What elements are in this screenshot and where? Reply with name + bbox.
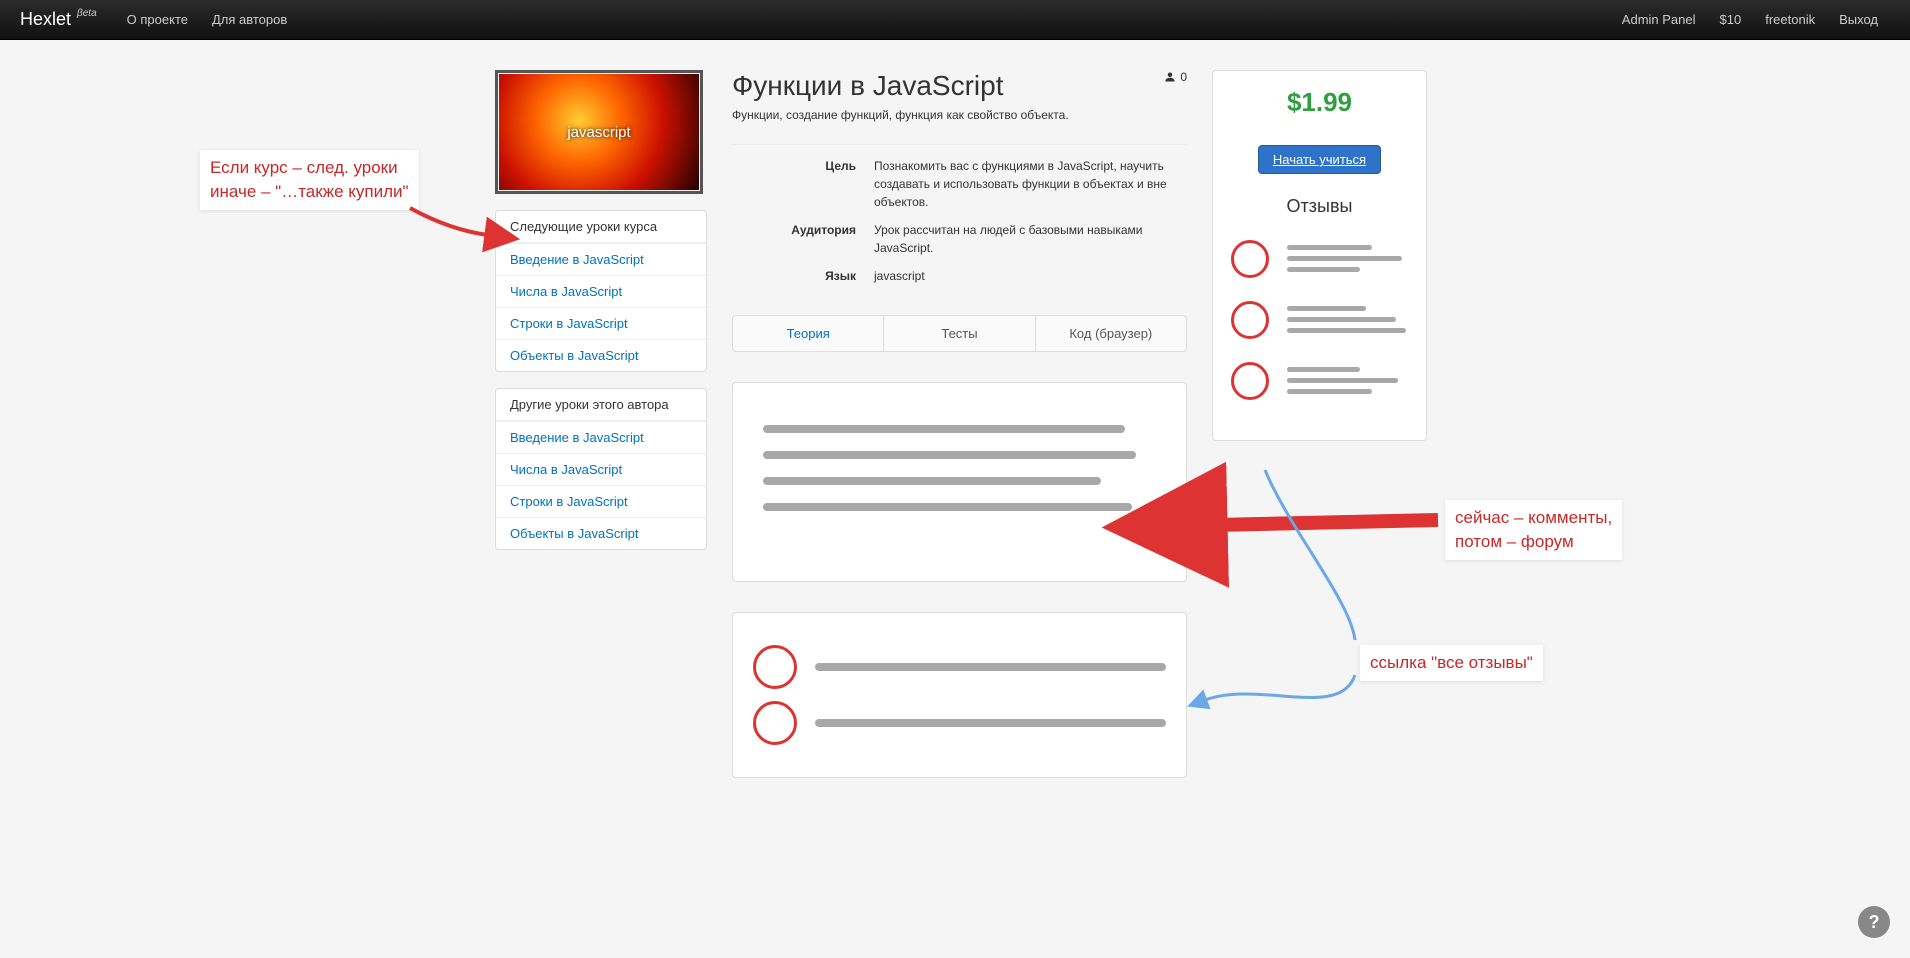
start-button[interactable]: Начать учиться (1258, 145, 1381, 174)
brand[interactable]: Hexlet (20, 9, 77, 30)
next-lessons-panel: Следующие уроки курса Введение в JavaScr… (495, 210, 707, 372)
review-row (1231, 361, 1408, 400)
placeholder-line (763, 477, 1101, 485)
avatar-placeholder (1231, 301, 1269, 339)
lesson-link[interactable]: Объекты в JavaScript (510, 526, 638, 541)
meta-audience-key: Аудитория (732, 221, 874, 257)
right-column: $1.99 Начать учиться Отзывы (1212, 70, 1427, 441)
left-column: javascript Следующие уроки курса Введени… (495, 70, 707, 550)
nav-about[interactable]: О проекте (115, 12, 200, 27)
student-count: 0 (1164, 70, 1187, 84)
avatar-placeholder (753, 645, 797, 689)
review-row (1231, 300, 1408, 339)
tabs: Теория Тесты Код (браузер) (732, 315, 1187, 352)
comment-row (753, 645, 1166, 689)
avatar-placeholder (1231, 362, 1269, 400)
placeholder-line (763, 451, 1136, 459)
meta-audience-val: Урок рассчитан на людей с базовыми навык… (874, 221, 1187, 257)
lesson-link[interactable]: Строки в JavaScript (510, 494, 628, 509)
price-card: $1.99 Начать учиться Отзывы (1212, 70, 1427, 441)
avatar-placeholder (753, 701, 797, 745)
annotation-all-reviews: ссылка "все отзывы" (1360, 645, 1543, 681)
nav-authors[interactable]: Для авторов (200, 12, 299, 27)
placeholder-line (815, 663, 1166, 671)
lesson-link[interactable]: Введение в JavaScript (510, 252, 644, 267)
nav-logout[interactable]: Выход (1827, 12, 1890, 27)
tab-code[interactable]: Код (браузер) (1036, 316, 1186, 351)
price: $1.99 (1231, 89, 1408, 115)
course-thumbnail: javascript (495, 70, 703, 194)
nav-admin[interactable]: Admin Panel (1610, 12, 1708, 27)
nav-user[interactable]: freetonik (1753, 12, 1827, 27)
thumbnail-label: javascript (499, 74, 699, 190)
placeholder-line (763, 503, 1132, 511)
annotation-next-lessons: Если курс – след. уроки иначе – "…также … (200, 150, 419, 210)
meta-goal-key: Цель (732, 157, 874, 211)
reviews-heading: Отзывы (1231, 196, 1408, 217)
meta-lang-val: javascript (874, 267, 1187, 285)
author-lessons-panel: Другие уроки этого автора Введение в Jav… (495, 388, 707, 550)
nav-balance[interactable]: $10 (1708, 12, 1754, 27)
comment-row (753, 701, 1166, 745)
theory-content (732, 382, 1187, 582)
comments-block (732, 612, 1187, 778)
meta-block: Цель Познакомить вас с функциями в JavaS… (732, 144, 1187, 285)
tab-theory[interactable]: Теория (733, 316, 884, 351)
student-number: 0 (1180, 70, 1187, 84)
meta-lang-key: Язык (732, 267, 874, 285)
beta-tag: βeta (77, 8, 97, 19)
page: javascript Следующие уроки курса Введени… (180, 40, 1730, 70)
tab-tests[interactable]: Тесты (884, 316, 1035, 351)
annotation-comments: сейчас – комменты, потом – форум (1445, 500, 1622, 560)
page-subtitle: Функции, создание функций, функция как с… (732, 108, 1187, 122)
lesson-link[interactable]: Числа в JavaScript (510, 284, 622, 299)
lesson-link[interactable]: Объекты в JavaScript (510, 348, 638, 363)
author-lessons-title: Другие уроки этого автора (496, 389, 706, 421)
lesson-link[interactable]: Введение в JavaScript (510, 430, 644, 445)
review-row (1231, 239, 1408, 278)
next-lessons-title: Следующие уроки курса (496, 211, 706, 243)
lesson-link[interactable]: Числа в JavaScript (510, 462, 622, 477)
placeholder-line (763, 425, 1125, 433)
help-button[interactable]: ? (1858, 906, 1890, 938)
placeholder-line (815, 719, 1166, 727)
main-column: 0 Функции в JavaScript Функции, создание… (732, 70, 1187, 778)
meta-goal-val: Познакомить вас с функциями в JavaScript… (874, 157, 1187, 211)
page-title: Функции в JavaScript (732, 70, 1187, 102)
navbar: Hexlet βeta О проекте Для авторов Admin … (0, 0, 1910, 40)
lesson-link[interactable]: Строки в JavaScript (510, 316, 628, 331)
avatar-placeholder (1231, 240, 1269, 278)
person-icon (1164, 71, 1176, 83)
